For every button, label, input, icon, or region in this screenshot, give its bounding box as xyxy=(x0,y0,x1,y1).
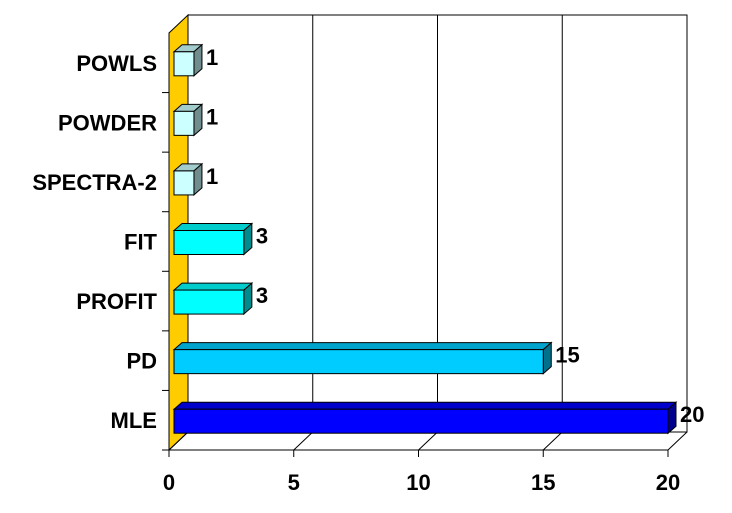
bar-pd xyxy=(172,341,553,375)
floor-line xyxy=(293,431,314,451)
data-label: 1 xyxy=(206,45,218,70)
bar-front-face xyxy=(173,408,669,434)
bar-top-face xyxy=(172,223,254,231)
bar-front-face xyxy=(173,170,195,196)
data-label: 3 xyxy=(256,283,268,308)
bar-top-face xyxy=(172,342,553,351)
category-label: MLE xyxy=(111,408,157,433)
data-label: 3 xyxy=(256,224,268,249)
data-label: 1 xyxy=(206,164,218,189)
floor-line xyxy=(542,431,563,451)
bar-front-face xyxy=(173,110,195,136)
category-label: FIT xyxy=(124,230,158,255)
data-label: 1 xyxy=(206,104,218,129)
data-label: 15 xyxy=(555,343,579,368)
bars xyxy=(172,43,678,435)
bar-front-face xyxy=(173,230,245,255)
category-label: SPECTRA-2 xyxy=(32,170,157,195)
bar-profit xyxy=(172,281,254,316)
labels: 0 5 10 15 20 POWLS 1 POWDER 1 SPECTRA-2 1 FIT 3 PROFI… xyxy=(32,45,704,495)
bar-front-face xyxy=(173,289,245,315)
floor-line xyxy=(168,431,189,451)
category-label: PD xyxy=(126,349,157,374)
bar-spectra-2 xyxy=(172,162,204,197)
category-label: PROFIT xyxy=(76,289,157,314)
category-label: POWDER xyxy=(58,110,157,135)
x-tick-label: 0 xyxy=(163,470,175,495)
x-tick-label: 15 xyxy=(531,470,555,495)
bar-top-face xyxy=(172,401,678,410)
x-tick-label: 20 xyxy=(656,470,680,495)
bar-top-face xyxy=(172,282,254,291)
data-label: 20 xyxy=(680,402,704,427)
bar-mle xyxy=(172,401,678,435)
bar-fit xyxy=(172,222,254,256)
bar-powder xyxy=(172,103,204,137)
floor-line xyxy=(667,431,688,451)
x-tick-label: 10 xyxy=(406,470,430,495)
bar-powls xyxy=(172,43,204,77)
category-label: POWLS xyxy=(76,51,157,76)
floor-line xyxy=(418,431,438,451)
bar-front-face xyxy=(173,51,195,77)
x-tick-label: 5 xyxy=(288,470,300,495)
bar-front-face xyxy=(173,349,544,375)
